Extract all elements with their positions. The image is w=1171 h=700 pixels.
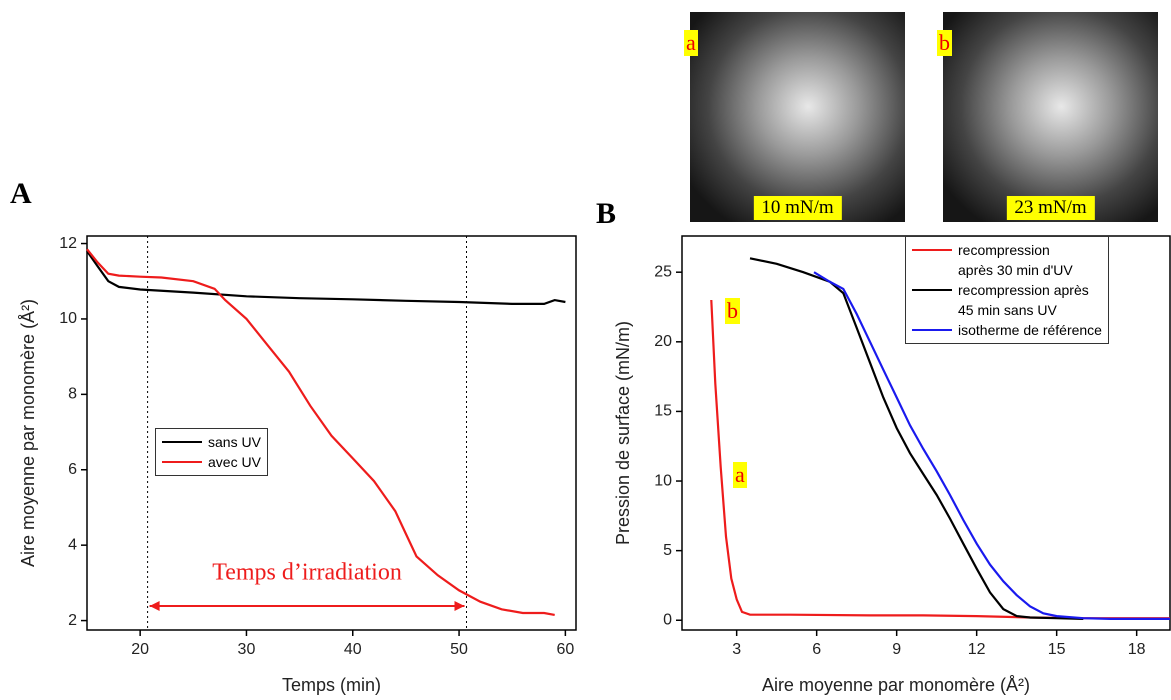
series-line bbox=[86, 248, 555, 616]
y-tick-label: 10 bbox=[654, 472, 672, 489]
legend-swatch bbox=[912, 329, 952, 331]
plot-frame bbox=[86, 235, 577, 631]
annotation: Temps d’irradiation bbox=[212, 560, 402, 586]
y-tick-label: 25 bbox=[654, 263, 672, 280]
legend-entry: recompression après 45 min sans UV bbox=[912, 280, 1102, 320]
legend-label: avec UV bbox=[208, 454, 261, 470]
legend-label: recompression après 45 min sans UV bbox=[958, 282, 1089, 318]
y-tick-label: 4 bbox=[68, 536, 77, 553]
series-line bbox=[813, 271, 1170, 620]
y-tick-label: 10 bbox=[59, 310, 77, 327]
y-tick-label: 12 bbox=[59, 235, 77, 252]
x-axis-title: Temps (min) bbox=[282, 675, 381, 695]
y-tick-label: 20 bbox=[654, 333, 672, 350]
legend-entry: sans UV bbox=[162, 432, 261, 452]
panel-label: B bbox=[596, 197, 617, 230]
legend-swatch bbox=[162, 461, 202, 463]
arrow-head bbox=[454, 601, 465, 611]
x-tick-label: 60 bbox=[556, 641, 574, 658]
legend-entry: recompression après 30 min d'UV bbox=[912, 240, 1102, 280]
y-tick-label: 0 bbox=[663, 611, 672, 628]
series-line bbox=[710, 299, 1170, 620]
legend-swatch bbox=[162, 441, 202, 443]
y-axis-title: Pression de surface (mN/m) bbox=[613, 321, 633, 545]
legend-entry: avec UV bbox=[162, 452, 261, 472]
y-tick-label: 6 bbox=[68, 461, 77, 478]
y-tick-label: 15 bbox=[654, 403, 672, 420]
x-tick-label: 50 bbox=[450, 641, 468, 658]
micrograph: b 23 mN/m bbox=[937, 12, 1158, 222]
x-tick-label: 15 bbox=[1048, 641, 1066, 658]
y-tick-label: 5 bbox=[663, 542, 672, 559]
micrograph: a 10 mN/m bbox=[684, 12, 905, 222]
x-tick-label: 30 bbox=[238, 641, 256, 658]
legend-swatch bbox=[912, 249, 952, 251]
image-label: b bbox=[937, 30, 952, 56]
x-tick-label: 3 bbox=[732, 641, 741, 658]
series-line bbox=[749, 257, 1084, 620]
x-tick-label: 12 bbox=[968, 641, 986, 658]
image-caption: 10 mN/m bbox=[753, 196, 842, 220]
panel-label: A bbox=[10, 177, 32, 210]
legend-label: recompression après 30 min d'UV bbox=[958, 242, 1073, 278]
image-caption: 23 mN/m bbox=[1006, 196, 1095, 220]
x-tick-label: 40 bbox=[344, 641, 362, 658]
legend-label: isotherme de référence bbox=[958, 322, 1102, 338]
arrow-head bbox=[149, 601, 160, 611]
y-axis-title: Aire moyenne par monomère (Å²) bbox=[18, 299, 38, 567]
annotation: a bbox=[733, 462, 747, 488]
y-tick-label: 8 bbox=[68, 386, 77, 403]
legend-label: sans UV bbox=[208, 434, 261, 450]
annotation: b bbox=[725, 298, 740, 324]
legend-entry: isotherme de référence bbox=[912, 320, 1102, 340]
x-tick-label: 9 bbox=[892, 641, 901, 658]
legend: sans UV avec UV bbox=[155, 428, 268, 476]
y-tick-label: 2 bbox=[68, 612, 77, 629]
x-tick-label: 6 bbox=[812, 641, 821, 658]
legend-swatch bbox=[912, 289, 952, 291]
x-axis-title: Aire moyenne par monomère (Å²) bbox=[762, 675, 1030, 695]
legend: recompression après 30 min d'UV recompres… bbox=[905, 236, 1109, 344]
image-label: a bbox=[684, 30, 698, 56]
x-tick-label: 20 bbox=[131, 641, 149, 658]
x-tick-label: 18 bbox=[1128, 641, 1146, 658]
series-line bbox=[86, 250, 566, 305]
